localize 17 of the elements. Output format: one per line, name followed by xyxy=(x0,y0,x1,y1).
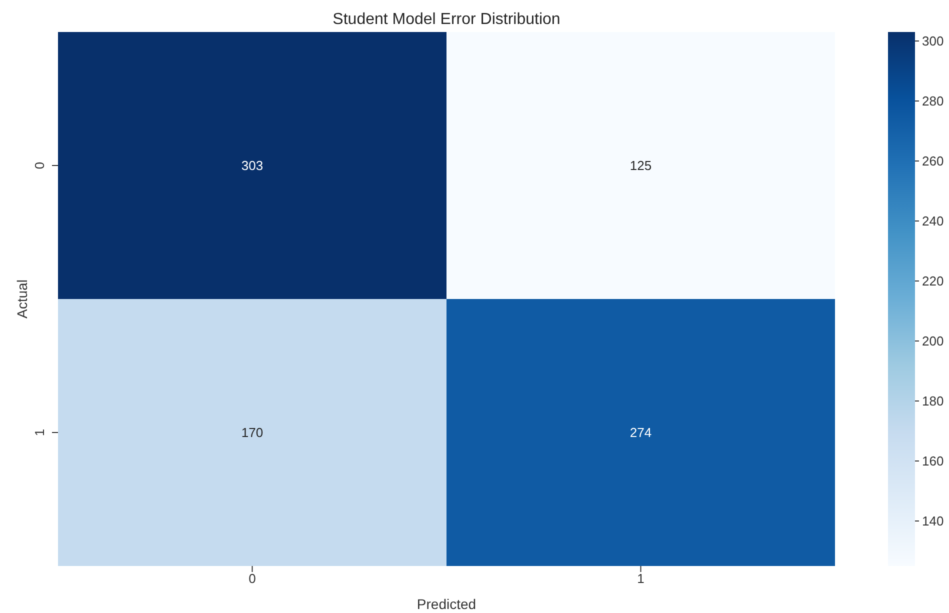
color-bar-label: 220 xyxy=(922,274,944,288)
color-bar-label: 300 xyxy=(922,34,944,48)
chart-title: Student Model Error Distribution xyxy=(332,11,562,29)
color-bar-label: 140 xyxy=(922,514,944,528)
data-label: 303 xyxy=(241,158,264,173)
color-bar-label: 180 xyxy=(922,394,944,408)
color-bar-label: 240 xyxy=(922,214,944,228)
color-bar-label: 200 xyxy=(922,334,944,348)
color-bar-label: 160 xyxy=(922,454,944,468)
colorbar: 140 160 180 200 220 240 260 280 300 xyxy=(880,8,949,613)
x-axis-title: Predicted xyxy=(416,596,476,612)
data-label: 274 xyxy=(630,425,652,440)
color-bar-label: 280 xyxy=(922,94,944,108)
data-label: 170 xyxy=(241,425,264,440)
y-axis-title: Actual xyxy=(14,280,30,318)
color-bar-label: 260 xyxy=(922,154,944,168)
data-label: 125 xyxy=(630,158,652,173)
